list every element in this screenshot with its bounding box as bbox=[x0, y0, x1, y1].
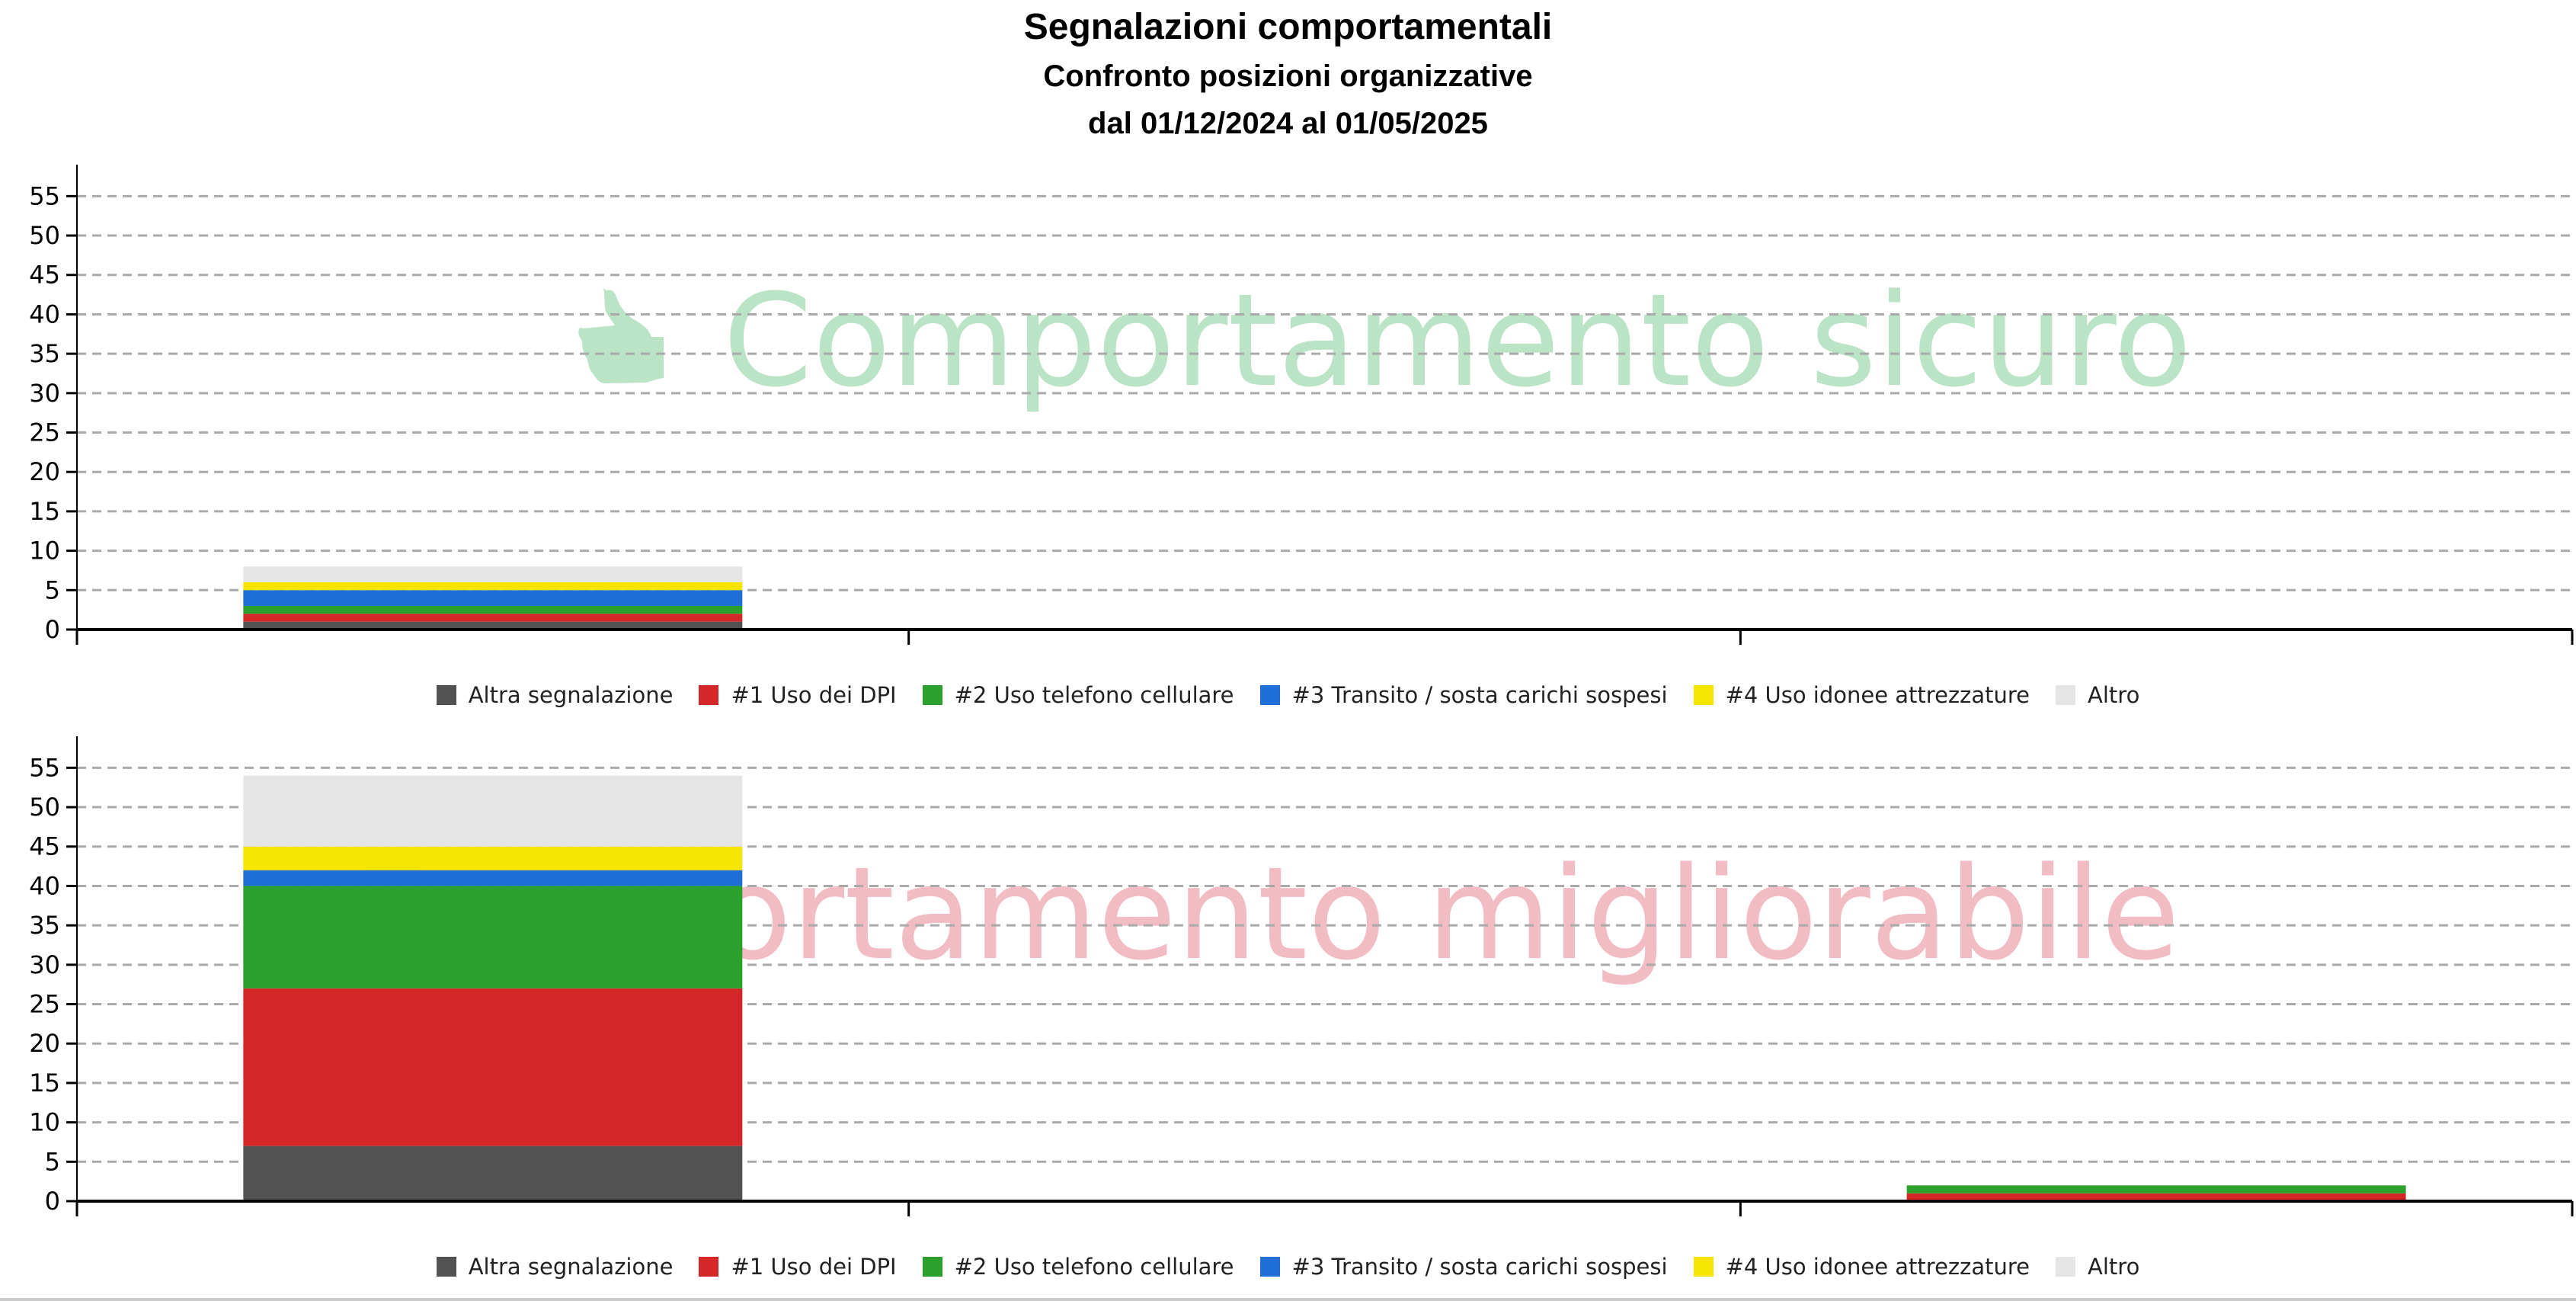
chart-subtitle: Confronto posizioni organizzative bbox=[1043, 59, 1533, 93]
y-tick-label: 30 bbox=[29, 379, 60, 408]
legend-label: #2 Uso telefono cellulare bbox=[954, 1254, 1234, 1280]
bar-segment[interactable] bbox=[243, 846, 743, 870]
legend-label: #2 Uso telefono cellulare bbox=[954, 682, 1234, 708]
watermark-safe: Comportamento sicuro bbox=[578, 266, 2192, 415]
chart-improvable-behaviour: Comportamento migliorabile 0510152025303… bbox=[29, 736, 2574, 1216]
bar-segment[interactable] bbox=[243, 886, 743, 989]
legend-swatch bbox=[436, 1257, 456, 1277]
gridlines bbox=[77, 194, 2572, 591]
y-tick-label: 10 bbox=[29, 1108, 60, 1137]
bar-segment[interactable] bbox=[1906, 1193, 2406, 1201]
legend-item[interactable]: Altro bbox=[2056, 1254, 2139, 1280]
legend-swatch bbox=[2056, 1257, 2076, 1277]
bar-segment[interactable] bbox=[243, 775, 743, 847]
legend-item[interactable]: #2 Uso telefono cellulare bbox=[922, 1254, 1234, 1280]
legend-item[interactable]: #3 Transito / sosta carichi sospesi bbox=[1259, 1254, 1668, 1280]
legend-item[interactable]: #3 Transito / sosta carichi sospesi bbox=[1259, 682, 1668, 708]
y-tick-label: 20 bbox=[29, 457, 60, 486]
y-tick-label: 25 bbox=[29, 990, 60, 1019]
y-tick-label: 5 bbox=[45, 1147, 60, 1176]
legend-label: #3 Transito / sosta carichi sospesi bbox=[1291, 1254, 1668, 1280]
legend-swatch bbox=[436, 685, 456, 705]
bar-segment[interactable] bbox=[243, 614, 743, 622]
y-tick-label: 15 bbox=[29, 497, 60, 526]
bar-segment[interactable] bbox=[243, 582, 743, 591]
bars bbox=[243, 566, 743, 630]
divider bbox=[0, 1298, 2576, 1301]
y-tick-label: 55 bbox=[29, 181, 60, 210]
y-tick-label: 5 bbox=[45, 575, 60, 604]
bar-segment[interactable] bbox=[243, 590, 743, 606]
y-tick-label: 20 bbox=[29, 1029, 60, 1058]
bar-segment[interactable] bbox=[243, 870, 743, 886]
legend-item[interactable]: Altra segnalazione bbox=[436, 1254, 674, 1280]
legend-label: Altro bbox=[2088, 1254, 2140, 1280]
y-tick-label: 45 bbox=[29, 832, 60, 861]
legend-label: #1 Uso dei DPI bbox=[731, 1254, 897, 1280]
y-tick-label: 0 bbox=[45, 615, 60, 644]
chart-period: dal 01/12/2024 al 01/05/2025 bbox=[1088, 107, 1488, 140]
y-tick-label: 30 bbox=[29, 950, 60, 979]
thumbs-up-icon bbox=[578, 287, 664, 383]
y-tick-label: 40 bbox=[29, 871, 60, 900]
legend-swatch bbox=[2056, 685, 2076, 705]
y-tick-label: 55 bbox=[29, 753, 60, 782]
watermark-text: Comportamento sicuro bbox=[723, 266, 2192, 415]
y-tick-label: 50 bbox=[29, 221, 60, 250]
bar-segment[interactable] bbox=[243, 566, 743, 582]
legend-label: Altro bbox=[2088, 682, 2140, 708]
bar-segment[interactable] bbox=[1906, 1185, 2406, 1194]
bar-segment[interactable] bbox=[243, 605, 743, 614]
legend-swatch bbox=[699, 1257, 719, 1277]
legend-swatch bbox=[922, 1257, 942, 1277]
y-tick-label: 40 bbox=[29, 300, 60, 328]
legend-top-chart: Altra segnalazione #1 Uso dei DPI #2 Uso t… bbox=[0, 682, 2576, 708]
legend-label: #1 Uso dei DPI bbox=[731, 682, 897, 708]
legend-item[interactable]: #1 Uso dei DPI bbox=[699, 1254, 897, 1280]
legend-bottom-chart: Altra segnalazione #1 Uso dei DPI #2 Uso t… bbox=[0, 1254, 2576, 1280]
legend-label: Altra segnalazione bbox=[468, 682, 674, 708]
legend-item[interactable]: Altra segnalazione bbox=[436, 682, 674, 708]
y-tick-label: 35 bbox=[29, 911, 60, 940]
legend-swatch bbox=[1693, 685, 1714, 705]
y-tick-label: 50 bbox=[29, 793, 60, 822]
chart-safe-behaviour: Comportamento sicuro 0 5 10 15 20 25 30 35 40 45 5… bbox=[29, 165, 2574, 645]
bar-segment[interactable] bbox=[243, 988, 743, 1146]
legend-swatch bbox=[699, 685, 719, 705]
axes: 0 5 10 15 20 25 30 35 40 45 50 55 bbox=[29, 736, 2574, 1216]
legend-swatch bbox=[1259, 685, 1280, 705]
axes: 0 5 10 15 20 25 30 35 40 45 50 55 bbox=[29, 165, 2574, 645]
legend-swatch bbox=[922, 685, 942, 705]
legend-label: Altra segnalazione bbox=[468, 1254, 674, 1280]
bar-segment[interactable] bbox=[243, 621, 743, 630]
legend-item[interactable]: #1 Uso dei DPI bbox=[699, 682, 897, 708]
bars bbox=[243, 775, 2406, 1201]
legend-item[interactable]: #4 Uso idonee attrezzature bbox=[1693, 682, 2030, 708]
bar-segment[interactable] bbox=[243, 1146, 743, 1201]
legend-item[interactable]: #4 Uso idonee attrezzature bbox=[1693, 1254, 2030, 1280]
legend-swatch bbox=[1693, 1257, 1714, 1277]
legend-label: #3 Transito / sosta carichi sospesi bbox=[1291, 682, 1668, 708]
legend-label: #4 Uso idonee attrezzature bbox=[1725, 1254, 2030, 1280]
chart-title: Segnalazioni comportamentali bbox=[1023, 7, 1553, 47]
y-tick-label: 10 bbox=[29, 537, 60, 566]
legend-swatch bbox=[1259, 1257, 1280, 1277]
y-tick-label: 0 bbox=[45, 1187, 60, 1216]
y-tick-label: 35 bbox=[29, 339, 60, 368]
legend-label: #4 Uso idonee attrezzature bbox=[1725, 682, 2030, 708]
y-tick-label: 45 bbox=[29, 261, 60, 290]
legend-item[interactable]: Altro bbox=[2056, 682, 2139, 708]
legend-item[interactable]: #2 Uso telefono cellulare bbox=[922, 682, 1234, 708]
y-tick-label: 15 bbox=[29, 1069, 60, 1098]
y-tick-label: 25 bbox=[29, 418, 60, 447]
